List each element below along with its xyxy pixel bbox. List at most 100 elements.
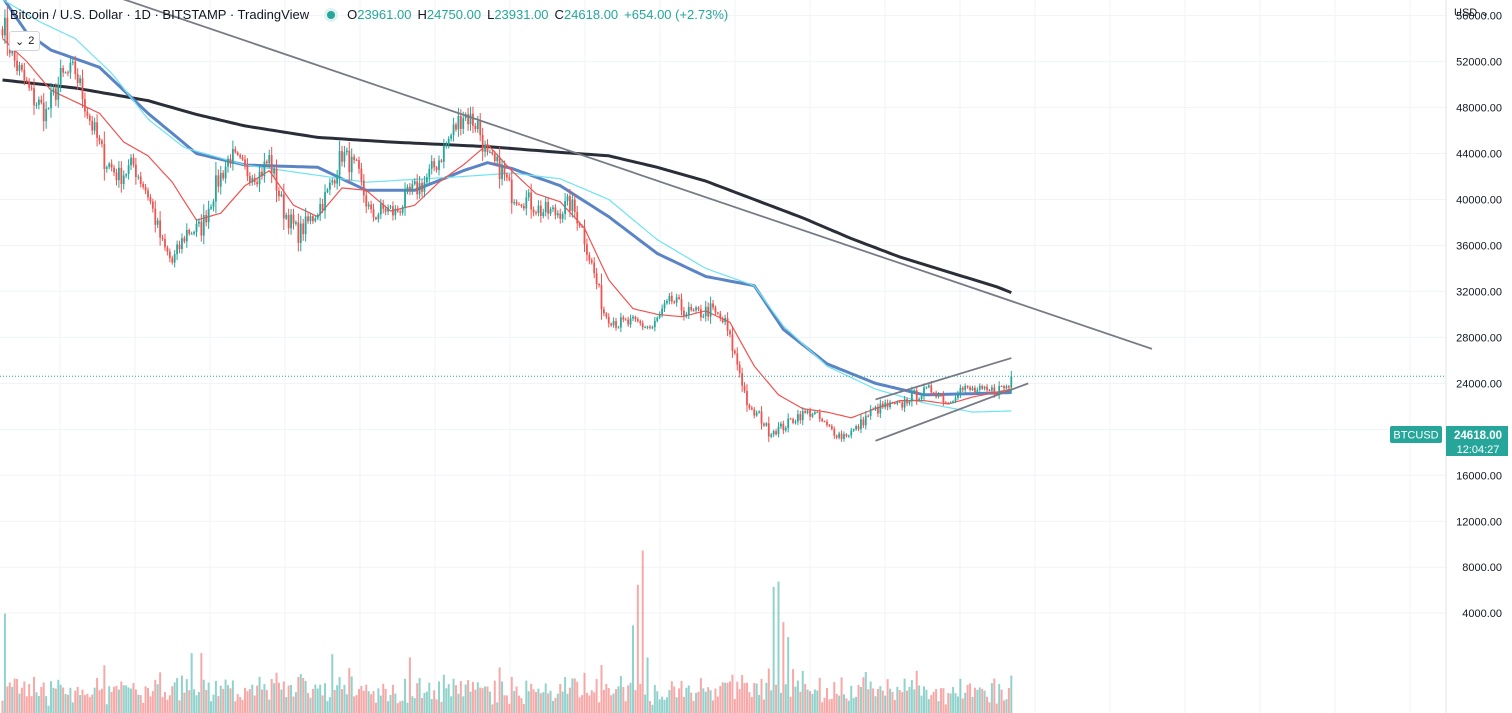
volume-bar xyxy=(593,692,596,713)
candle-body xyxy=(576,211,579,224)
axis-tick-label: 28000.00 xyxy=(1456,332,1502,344)
candle-body xyxy=(171,258,174,263)
candle-body xyxy=(974,387,976,392)
volume-bar xyxy=(811,693,814,713)
candle-body xyxy=(64,72,67,74)
volume-bar xyxy=(682,696,685,713)
candle-body xyxy=(845,434,848,437)
candle-body xyxy=(656,317,659,321)
volume-bar xyxy=(117,689,120,713)
volume-bar xyxy=(549,690,552,713)
candle-body xyxy=(406,186,409,191)
volume-bar xyxy=(932,691,935,713)
volume-bar xyxy=(488,691,491,713)
volume-bar xyxy=(879,686,882,713)
volume-bar xyxy=(833,682,836,713)
volume-bar xyxy=(675,697,678,713)
volume-bar xyxy=(733,699,736,713)
volume-bar xyxy=(961,698,964,713)
candle-body xyxy=(168,251,171,259)
volume-bar xyxy=(408,657,411,713)
candle-body xyxy=(952,401,954,403)
candle-body xyxy=(40,99,43,103)
volume-bar xyxy=(956,696,959,713)
volume-bar xyxy=(714,688,717,713)
candle-body xyxy=(535,212,537,214)
candle-body xyxy=(190,233,193,235)
candle-body xyxy=(685,314,688,317)
volume-bar xyxy=(753,683,756,713)
candle-body xyxy=(1007,386,1010,388)
volume-bar xyxy=(275,672,278,713)
volume-bar xyxy=(644,694,647,713)
volume-bar xyxy=(721,682,724,713)
volume-bar xyxy=(988,702,991,713)
candle-body xyxy=(212,201,215,207)
candle-body xyxy=(307,216,309,222)
candle-body xyxy=(748,405,751,408)
candle-body xyxy=(161,237,164,239)
indicators-toggle-button[interactable]: ⌄ 2 xyxy=(9,31,41,51)
candle-body xyxy=(704,306,707,317)
volume-bar xyxy=(578,697,581,713)
candle-body xyxy=(350,156,353,173)
candle-body xyxy=(321,203,324,211)
candle-body xyxy=(724,318,727,323)
candle-body xyxy=(54,88,57,100)
volume-bar xyxy=(508,703,511,713)
candle-body xyxy=(486,144,489,153)
volume-bar xyxy=(990,683,993,713)
volume-bar xyxy=(139,695,142,713)
candle-body xyxy=(920,396,923,400)
currency-selector[interactable]: USD ⌄ xyxy=(1454,7,1490,19)
candle-body xyxy=(714,307,717,313)
candle-body xyxy=(389,206,392,208)
candle-body xyxy=(874,406,877,410)
candle-body xyxy=(93,122,96,131)
volume-bar xyxy=(440,701,443,713)
volume-bar xyxy=(200,653,203,713)
volume-bar xyxy=(993,678,996,713)
volume-bar xyxy=(62,687,65,713)
volume-bar xyxy=(1003,700,1006,713)
volume-bar xyxy=(481,688,484,713)
axis-tick-label: 16000.00 xyxy=(1456,470,1502,482)
volume-bar xyxy=(656,691,659,713)
symbol-title[interactable]: Bitcoin / U.S. Dollar · 1D · BITSTAMP · … xyxy=(10,7,310,22)
volume-bar xyxy=(236,694,239,713)
candle-body xyxy=(508,177,511,180)
volume-bar xyxy=(809,691,812,713)
candle-body xyxy=(246,165,249,177)
volume-bar xyxy=(646,657,649,713)
candle-body xyxy=(598,283,600,286)
candle-body xyxy=(826,421,828,425)
bar-countdown: 12:04:27 xyxy=(1457,444,1500,456)
volume-bar xyxy=(91,694,94,713)
candle-body xyxy=(256,182,259,185)
candle-body xyxy=(624,319,627,321)
volume-bar xyxy=(149,696,152,713)
candle-body xyxy=(295,222,297,224)
candle-body xyxy=(79,78,81,84)
volume-bar xyxy=(299,674,302,713)
candle-body xyxy=(772,431,775,435)
candle-body xyxy=(413,181,416,185)
candle-body xyxy=(362,180,365,196)
candle-body xyxy=(285,215,288,219)
axis-tick-label: 8000.00 xyxy=(1462,562,1502,574)
volume-bar xyxy=(762,699,765,713)
volume-bar xyxy=(328,697,331,713)
volume-bar xyxy=(127,687,130,713)
volume-bar xyxy=(319,684,322,713)
candle-body xyxy=(309,216,312,222)
candle-body xyxy=(816,412,819,414)
candle-body xyxy=(377,214,380,220)
volume-bar xyxy=(901,692,904,713)
candle-body xyxy=(588,254,591,261)
candle-body xyxy=(421,183,423,192)
candle-body xyxy=(716,312,719,314)
candle-body xyxy=(937,394,940,397)
candle-body xyxy=(986,386,988,391)
candle-body xyxy=(864,415,867,426)
